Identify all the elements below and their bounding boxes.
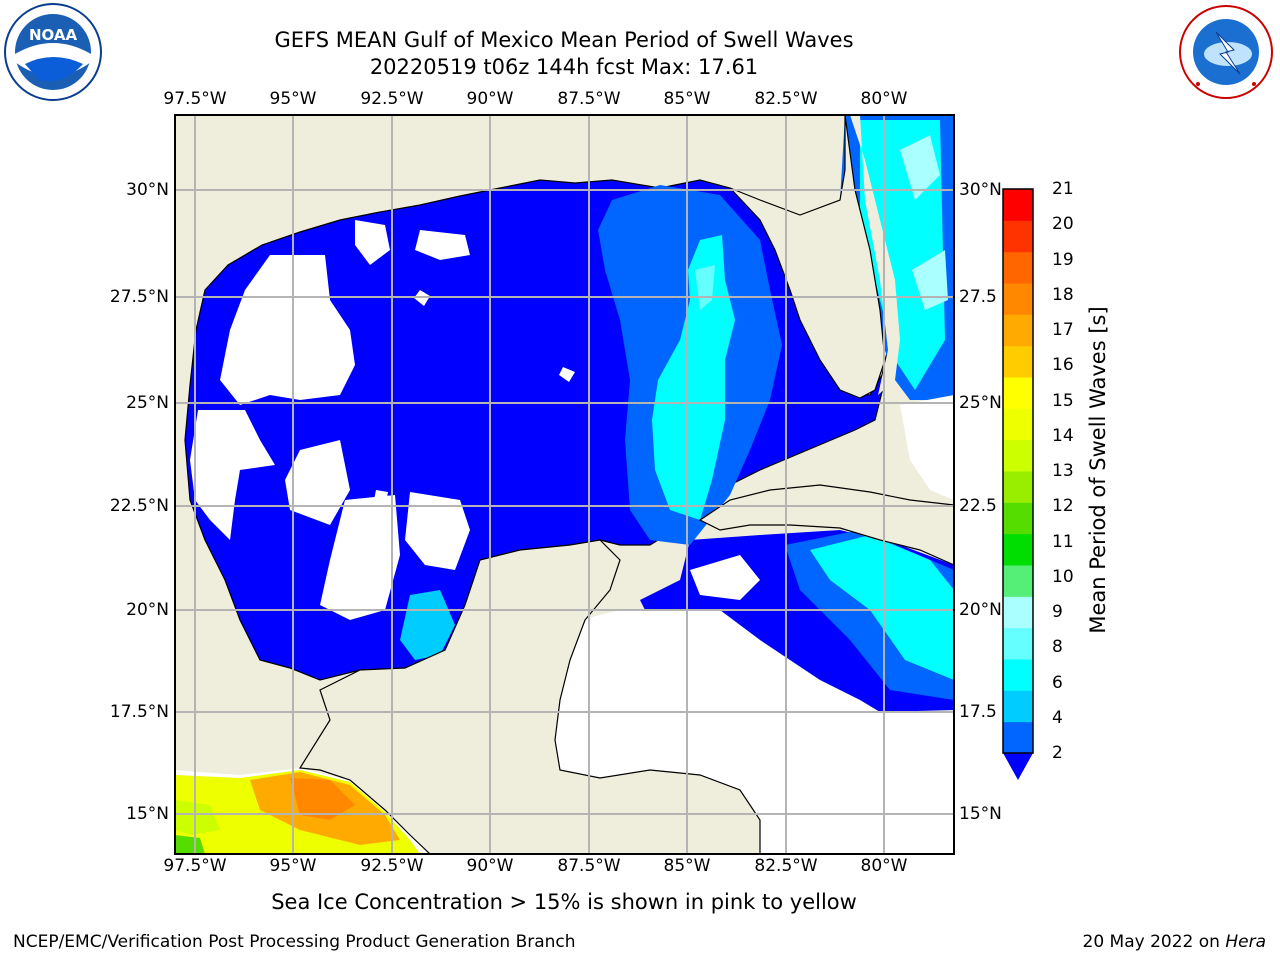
colorbar-tick: 8: [1052, 637, 1063, 657]
lon-tick-top: 80°W: [860, 89, 908, 109]
colorbar-tick: 18: [1052, 285, 1074, 305]
colorbar-segment: [1003, 565, 1033, 597]
lat-tick-left: 22.5°N: [109, 496, 169, 516]
graticule: [175, 115, 954, 854]
colorbar-extend-triangle: [1003, 753, 1033, 780]
lat-tick-left: 27.5°N: [109, 287, 169, 307]
gulf-swell-cyan: [652, 235, 735, 520]
lon-tick-bottom: 85°W: [663, 856, 711, 876]
nws-logo: [1176, 2, 1276, 102]
colorbar-tick: 13: [1052, 461, 1074, 481]
florida: [729, 115, 954, 399]
map-subtitle: 20220519 t06z 144h fcst Max: 17.61: [369, 55, 759, 79]
colorbar-tick: 9: [1052, 602, 1063, 622]
masked-areas: [190, 220, 954, 854]
colorbar-tick: 10: [1052, 567, 1074, 587]
colorbar-tick: 17: [1052, 320, 1074, 340]
map-frame: [174, 114, 955, 855]
lat-tick-left: 25°N: [126, 393, 169, 413]
lat-tick-left: 20°N: [126, 600, 169, 620]
noaa-logo-text: NOAA: [29, 26, 78, 44]
colorbar-segment: [1003, 721, 1033, 754]
colorbar-tick: 15: [1052, 391, 1074, 411]
noaa-logo: NOAA: [3, 2, 103, 102]
colorbar-segment: [1003, 471, 1033, 503]
lat-tick-right: 15°N: [959, 804, 1002, 824]
colorbar-segment: [1003, 408, 1033, 441]
colorbar: [1002, 188, 1034, 780]
colorbar-tick: 6: [1052, 673, 1063, 693]
colorbar-label: Mean Period of Swell Waves [s]: [1086, 306, 1110, 634]
colorbar-tick: 21: [1052, 179, 1074, 199]
lon-tick-bottom: 87.5°W: [557, 856, 621, 876]
bay-swell-cyan: [400, 590, 455, 660]
lat-tick-right: 20°N: [959, 600, 1002, 620]
lat-tick-left: 30°N: [126, 180, 169, 200]
colorbar-segment: [1003, 502, 1033, 535]
lon-tick-top: 90°W: [466, 89, 514, 109]
map-title: GEFS MEAN Gulf of Mexico Mean Period of …: [274, 28, 854, 52]
colorbar-tick: 12: [1052, 496, 1074, 516]
lon-tick-bottom: 95°W: [269, 856, 317, 876]
generation-date: 20 May 2022 on Hera: [1082, 932, 1267, 952]
producer-credit: NCEP/EMC/Verification Post Processing Pr…: [13, 932, 576, 952]
colorbar-segment: [1003, 220, 1033, 253]
yucatan: [298, 539, 761, 854]
host-name: Hera: [1225, 932, 1266, 952]
lat-tick-right: 17.5: [959, 702, 997, 722]
colorbar-segment: [1003, 283, 1033, 315]
lon-tick-bottom: 80°W: [860, 856, 908, 876]
lon-tick-bottom: 82.5°W: [754, 856, 818, 876]
lat-tick-right: 22.5: [959, 496, 997, 516]
lon-tick-top: 82.5°W: [754, 89, 818, 109]
colorbar-segment: [1003, 690, 1033, 723]
lon-tick-bottom: 90°W: [466, 856, 514, 876]
lon-tick-bottom: 97.5°W: [163, 856, 227, 876]
lon-tick-bottom: 92.5°W: [360, 856, 424, 876]
colorbar-tick: 4: [1052, 708, 1063, 728]
colorbar-segment: [1003, 439, 1033, 472]
colorbar-segment: [1003, 596, 1033, 629]
lat-tick-right: 25°N: [959, 393, 1002, 413]
colorbar-segment: [1003, 345, 1033, 378]
lat-tick-left: 17.5°N: [109, 702, 169, 722]
lat-tick-right: 30°N: [959, 180, 1002, 200]
colorbar-tick: 20: [1052, 214, 1074, 234]
colorbar-tick: 16: [1052, 355, 1074, 375]
lon-tick-top: 87.5°W: [557, 89, 621, 109]
lon-tick-top: 97.5°W: [163, 89, 227, 109]
colorbar-segment: [1003, 314, 1033, 347]
sea-ice-note: Sea Ice Concentration > 15% is shown in …: [271, 890, 857, 914]
colorbar-tick: 19: [1052, 250, 1074, 270]
colorbar-segment: [1003, 533, 1033, 566]
colorbar-tick: 2: [1052, 743, 1063, 763]
colorbar-tick: 14: [1052, 426, 1074, 446]
colorbar-segment: [1003, 189, 1033, 221]
colorbar-segment: [1003, 251, 1033, 284]
lat-tick-right: 27.5: [959, 287, 997, 307]
colorbar-segment: [1003, 659, 1033, 691]
lon-tick-top: 92.5°W: [360, 89, 424, 109]
lat-tick-left: 15°N: [126, 804, 169, 824]
colorbar-segment: [1003, 377, 1033, 409]
lon-tick-top: 95°W: [269, 89, 317, 109]
lon-tick-top: 85°W: [663, 89, 711, 109]
colorbar-segment: [1003, 627, 1033, 660]
colorbar-tick: 11: [1052, 532, 1074, 552]
